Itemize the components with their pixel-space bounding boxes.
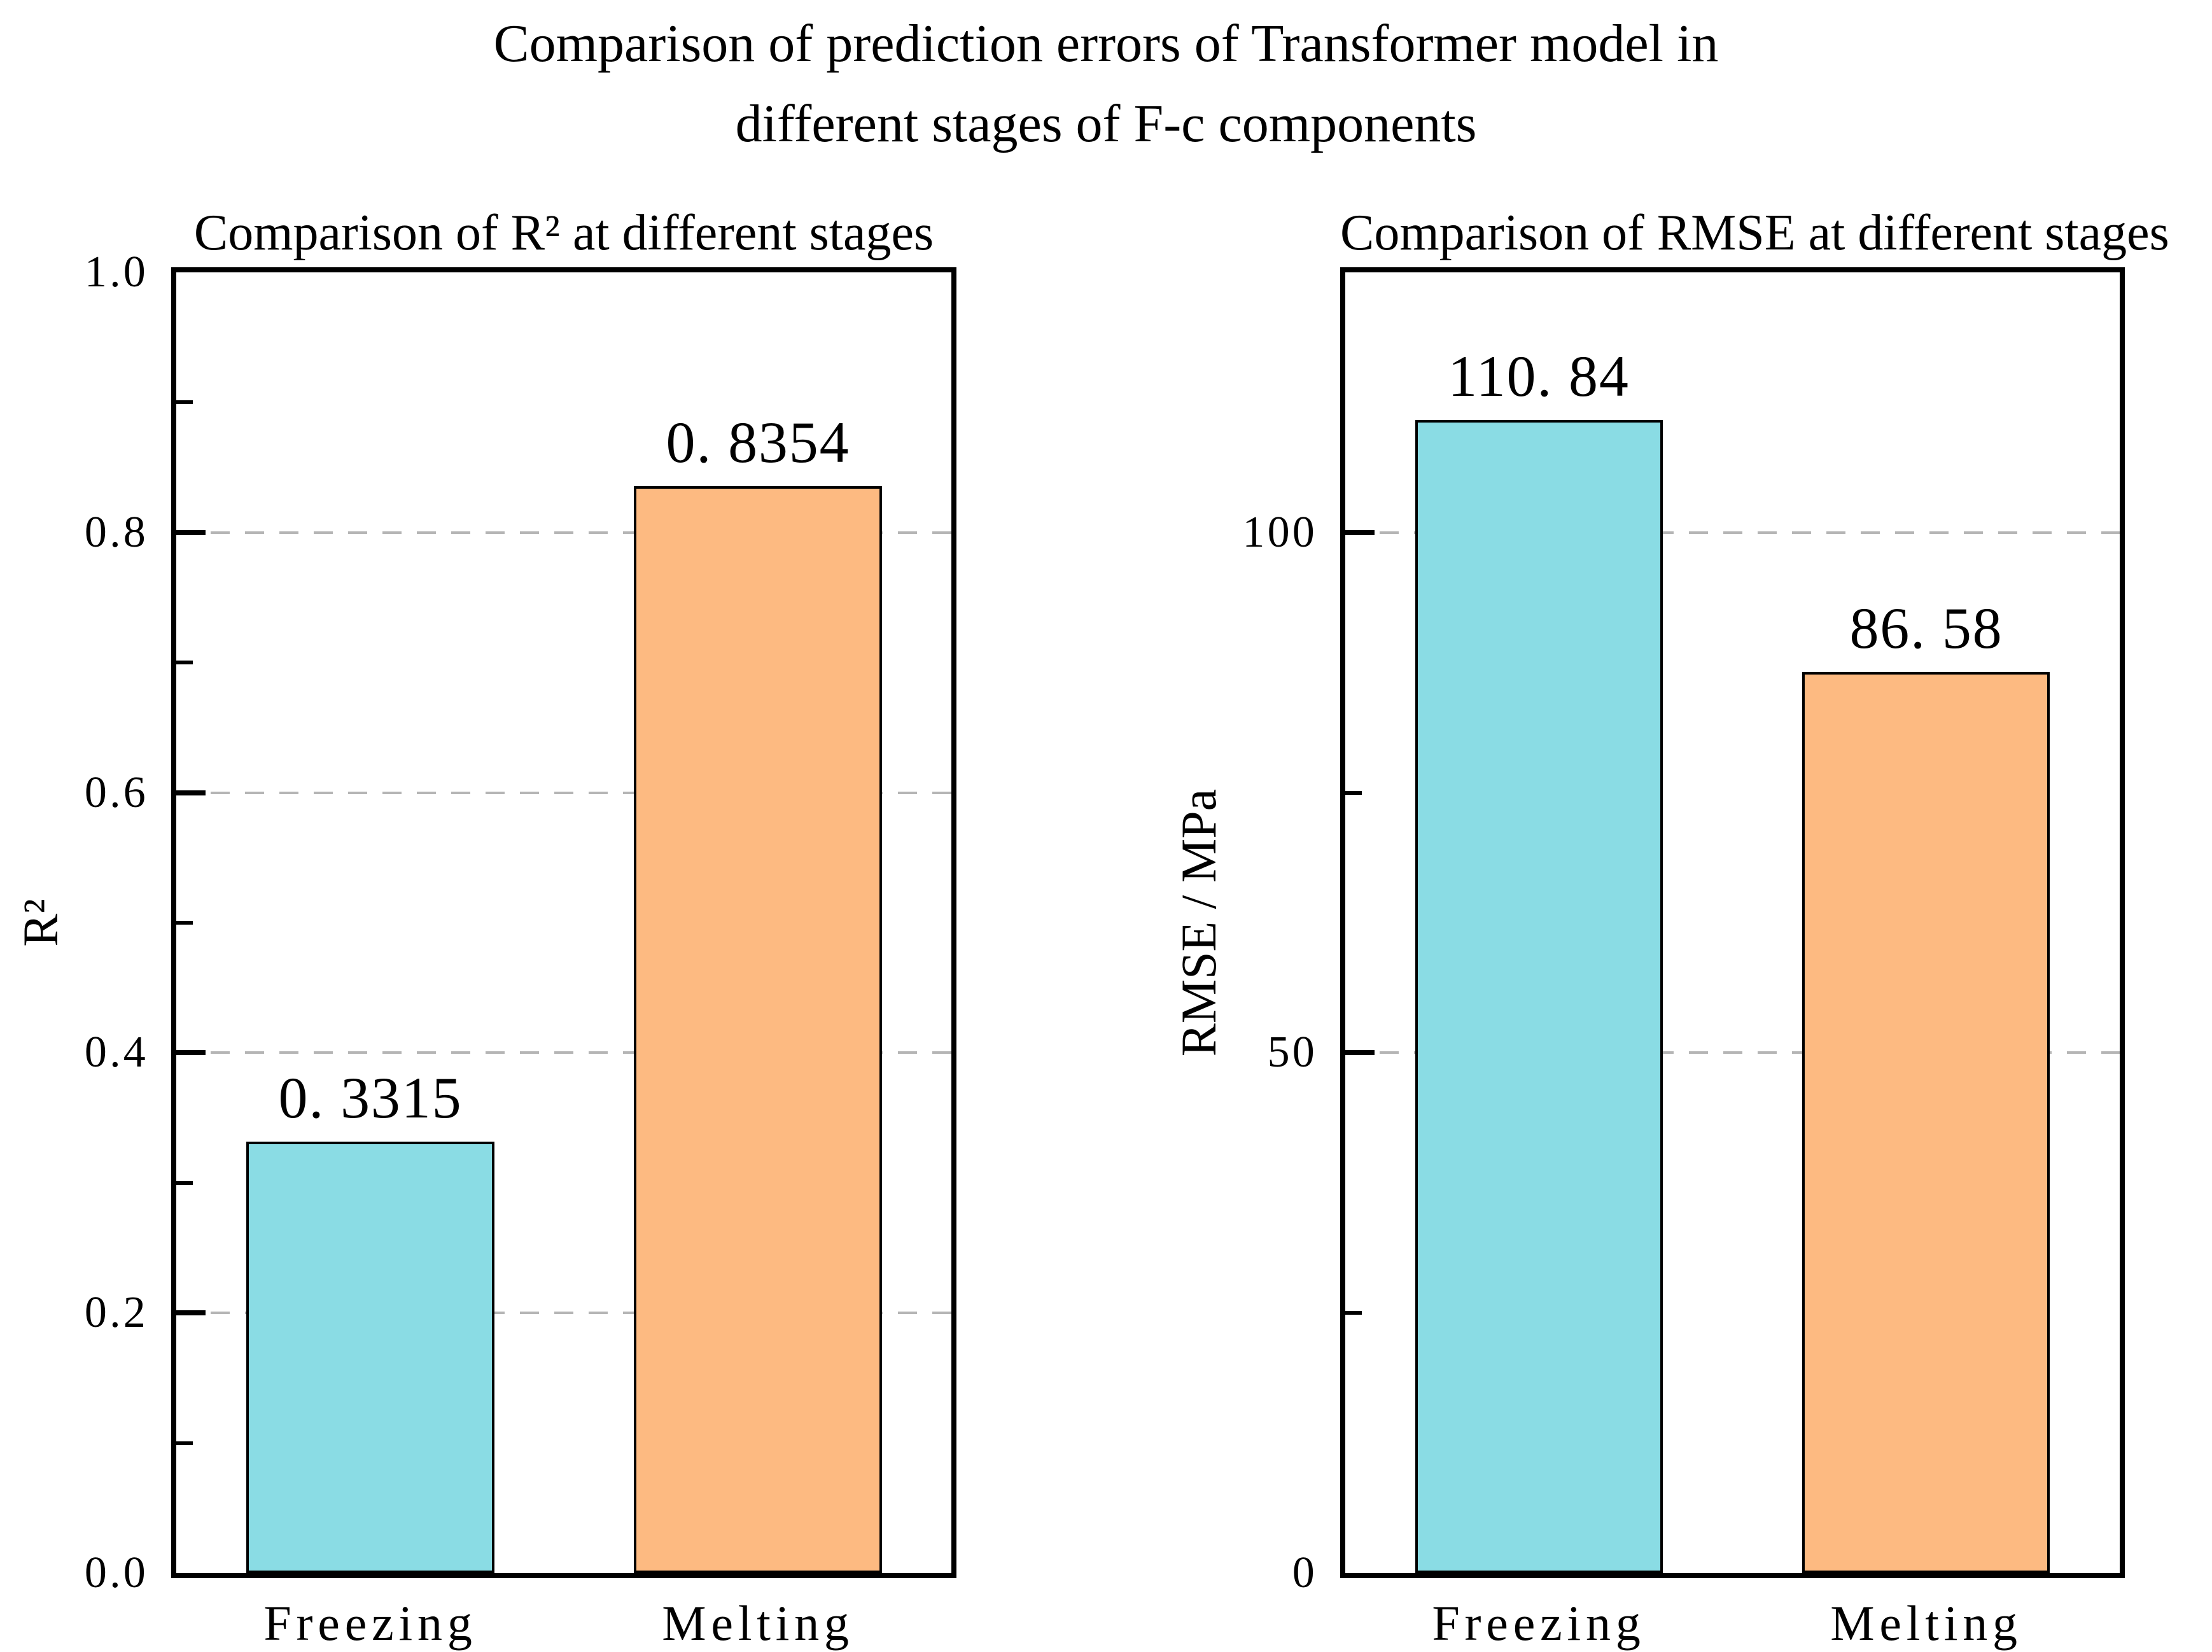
left-y-axis-label: R² (13, 899, 68, 947)
left-chart-title: Comparison of R² at different stages (193, 205, 934, 261)
y-tick-label: 0.0 (84, 1548, 148, 1597)
x-category-label: Melting (662, 1595, 854, 1651)
y-minor-tick (176, 1180, 193, 1185)
y-major-tick (1345, 1050, 1375, 1056)
figure-title: Comparison of prediction errors of Trans… (0, 4, 2212, 164)
gridline (176, 791, 951, 794)
bar-value-label: 110. 84 (1448, 344, 1630, 409)
bar-value-label: 86. 58 (1849, 596, 2003, 661)
y-tick-label: 50 (1267, 1028, 1317, 1077)
gridline (1345, 531, 2120, 534)
y-tick-label: 100 (1242, 507, 1317, 557)
figure-title-line2: different stages of F-c components (735, 94, 1477, 153)
bar-freezing (1415, 420, 1663, 1573)
y-major-tick (176, 1310, 206, 1316)
left-chart-plot-area: 0.0 0.2 0.4 0.6 0.8 1.0 0. 3315 Freezing 0. 8354… (85, 248, 956, 1651)
right-chart-title: Comparison of RMSE at different stages (1340, 205, 2169, 261)
bar-freezing (246, 1142, 494, 1573)
gridline (1345, 1051, 2120, 1054)
x-category-label: Freezing (263, 1595, 477, 1651)
x-category-label: Freezing (1432, 1595, 1646, 1651)
y-tick-label: 0 (1292, 1548, 1317, 1597)
y-minor-tick (176, 661, 193, 665)
right-chart-plot-area: 0 50 100 110. 84 Freezing 86. 58 Melting (1242, 267, 2125, 1651)
y-tick-label: 0.8 (84, 507, 148, 557)
y-major-tick (176, 1050, 206, 1056)
bar-melting (634, 486, 882, 1573)
y-minor-tick (176, 400, 193, 405)
right-y-axis-label: RMSE / MPa (1171, 788, 1226, 1057)
y-major-tick (176, 529, 206, 535)
bar-value-label: 0. 3315 (278, 1065, 463, 1130)
y-tick-label: 0.6 (84, 767, 148, 817)
figure-title-line1: Comparison of prediction errors of Trans… (493, 14, 1719, 73)
y-major-tick (1345, 529, 1375, 535)
y-tick-label: 0.2 (84, 1288, 148, 1338)
y-tick-label: 1.0 (84, 248, 148, 297)
y-minor-tick (1345, 1311, 1362, 1315)
gridline (176, 1051, 951, 1054)
gridline (176, 1312, 951, 1315)
y-tick-label: 0.4 (84, 1028, 148, 1077)
bar-melting (1802, 672, 2050, 1573)
gridline (176, 531, 951, 534)
y-minor-tick (1345, 790, 1362, 795)
x-category-label: Melting (1830, 1595, 2022, 1651)
y-minor-tick (176, 921, 193, 925)
y-major-tick (176, 790, 206, 795)
y-minor-tick (176, 1441, 193, 1445)
bar-value-label: 0. 8354 (666, 410, 850, 475)
